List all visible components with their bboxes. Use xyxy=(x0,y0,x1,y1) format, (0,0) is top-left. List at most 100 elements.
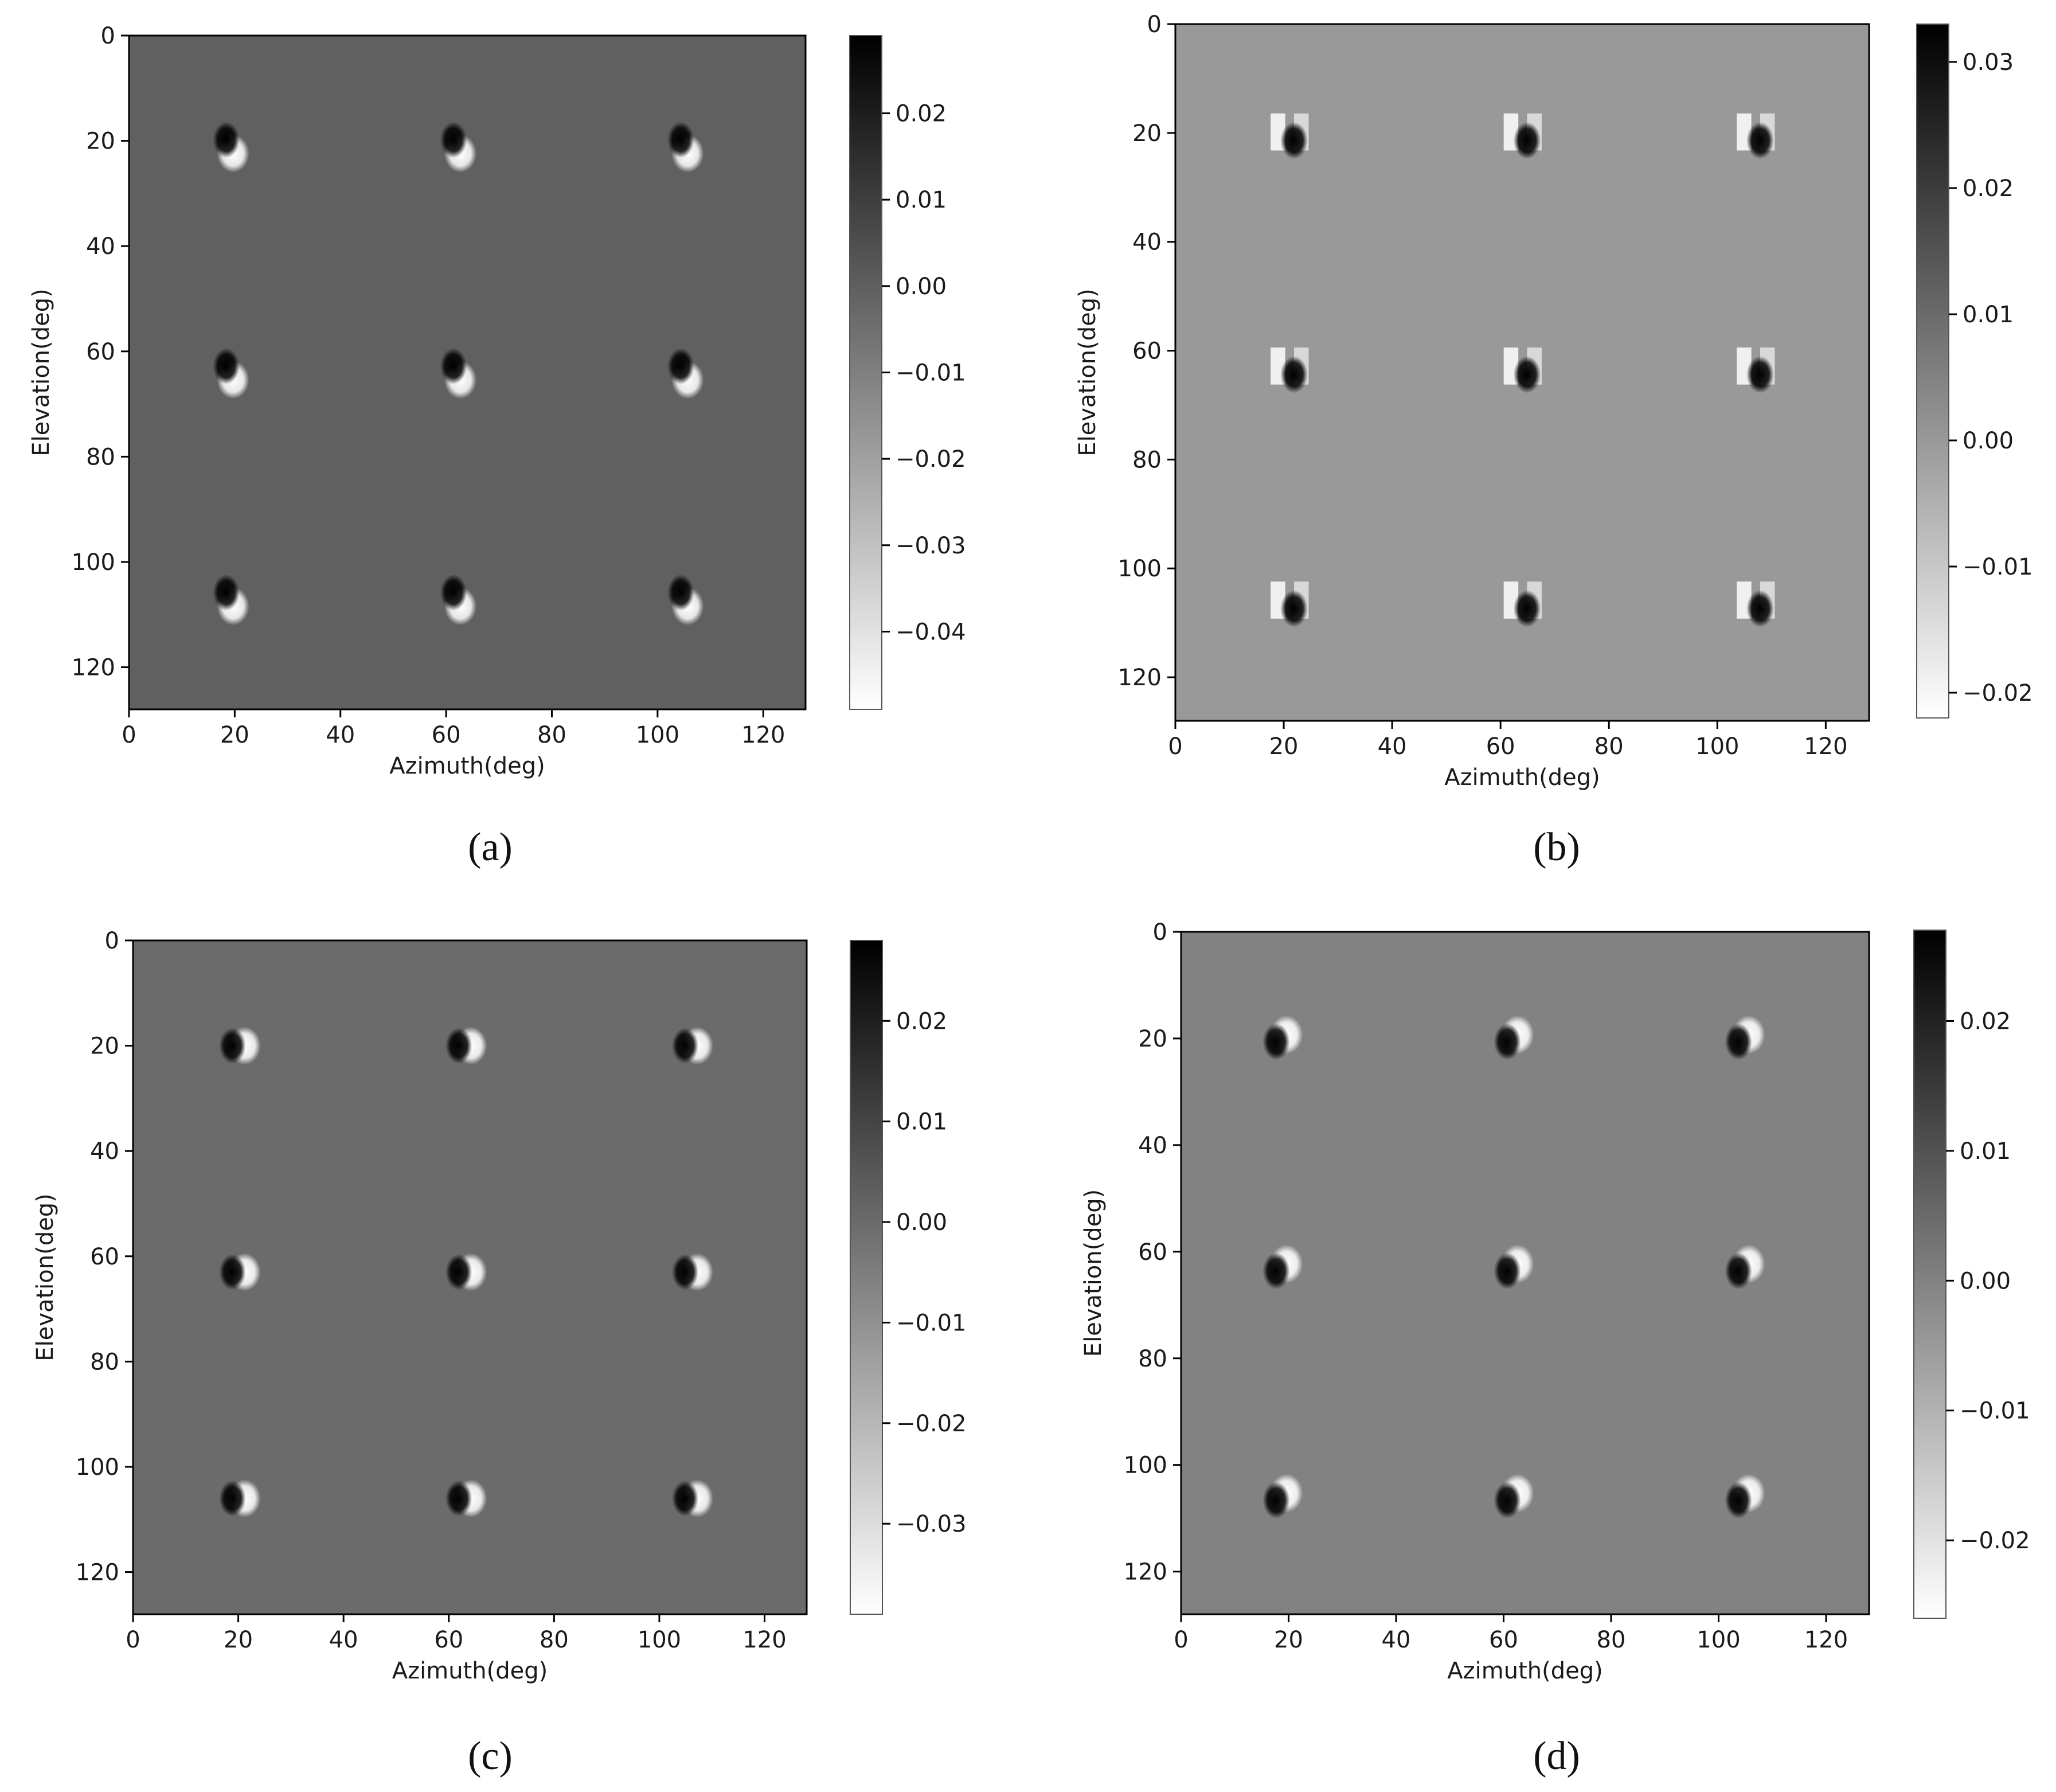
panel-3: 0 20 40 60 80 100 120 0 20 40 60 80 100 120 Azimuth(de… xyxy=(32,928,967,1778)
y-tick-label: 100 xyxy=(76,1454,119,1481)
x-tick-label: 120 xyxy=(742,1627,786,1653)
x-tick-label: 120 xyxy=(741,722,785,748)
source-blob xyxy=(1262,1015,1303,1060)
source-dark-lobe xyxy=(445,1480,472,1517)
colorbar xyxy=(849,35,882,710)
source-blob xyxy=(213,348,249,399)
source-blob xyxy=(1503,581,1542,627)
x-axis-label: Azimuth(deg) xyxy=(392,1658,548,1684)
colorbar-tick-label: −0.02 xyxy=(896,446,966,473)
x-tick-label: 120 xyxy=(1804,733,1847,760)
source-blob xyxy=(1503,113,1542,159)
source-dark-lobe xyxy=(213,122,240,158)
x-tick-label: 60 xyxy=(1486,733,1515,760)
source-dark-lobe xyxy=(440,348,467,384)
x-tick-label: 100 xyxy=(638,1627,681,1653)
y-tick-label: 120 xyxy=(1118,665,1162,691)
x-tick-label: 80 xyxy=(540,1627,569,1653)
source-dark-lobe xyxy=(1494,1252,1521,1290)
source-dark-lobe xyxy=(219,1028,246,1064)
source-blob xyxy=(1262,1474,1303,1519)
x-tick-label: 80 xyxy=(537,722,566,748)
source-blob xyxy=(1725,1474,1765,1519)
source-dark-lobe xyxy=(667,348,694,384)
colorbar-tick-label: 0.02 xyxy=(1963,175,2014,202)
x-tick-label: 60 xyxy=(434,1627,463,1653)
source-blob xyxy=(445,1479,487,1518)
source-blob xyxy=(1725,1015,1765,1060)
panel-caption: (a) xyxy=(468,825,513,869)
colorbar-tick-label: 0.00 xyxy=(1960,1268,2011,1294)
source-dark-lobe xyxy=(1725,1252,1752,1290)
y-tick-label: 120 xyxy=(76,1560,119,1586)
y-tick-label: 80 xyxy=(86,444,115,470)
source-blob xyxy=(1737,113,1775,159)
colorbar-tick-label: 0.00 xyxy=(896,274,947,300)
source-blob xyxy=(1271,113,1309,159)
source-blob xyxy=(1262,1244,1303,1290)
source-dark-lobe xyxy=(1746,122,1774,159)
colorbar-tick-label: −0.01 xyxy=(1963,554,2033,580)
x-tick-label: 100 xyxy=(636,722,679,748)
y-tick-label: 60 xyxy=(1138,1239,1167,1266)
source-dark-lobe xyxy=(1725,1023,1752,1060)
panel-caption: (b) xyxy=(1533,825,1580,869)
source-dark-lobe xyxy=(445,1254,472,1290)
source-dark-lobe xyxy=(1513,590,1541,627)
source-blob xyxy=(671,1479,714,1518)
source-blob xyxy=(219,1026,261,1065)
source-dark-lobe xyxy=(440,122,467,158)
axes-frame xyxy=(1174,23,1870,722)
source-blob xyxy=(445,1253,487,1291)
panel-caption: (c) xyxy=(468,1734,513,1778)
x-tick-label: 0 xyxy=(1174,1627,1188,1653)
y-tick-label: 20 xyxy=(90,1033,119,1060)
x-tick-label: 0 xyxy=(122,722,136,748)
y-tick-label: 60 xyxy=(86,339,115,365)
axes-frame xyxy=(132,939,808,1615)
colorbar-tick-label: −0.01 xyxy=(1960,1398,2030,1424)
colorbar xyxy=(1913,930,1946,1619)
source-blob xyxy=(1494,1015,1534,1060)
colorbar-tick-label: −0.01 xyxy=(896,1310,967,1336)
y-tick-label: 80 xyxy=(1138,1346,1167,1372)
panel-4: 0 20 40 60 80 100 120 0 20 40 60 80 100 120 Azimuth(de… xyxy=(1080,919,2030,1778)
colorbar-tick-label: −0.02 xyxy=(1960,1528,2030,1554)
source-dark-lobe xyxy=(1262,1482,1290,1519)
y-axis-label: Elevation(deg) xyxy=(32,1193,58,1361)
y-tick-label: 80 xyxy=(1132,447,1162,473)
y-axis-label: Elevation(deg) xyxy=(1080,1189,1107,1357)
axes-frame xyxy=(1180,931,1870,1615)
source-dark-lobe xyxy=(671,1028,699,1064)
source-blob xyxy=(219,1479,261,1518)
x-axis-label: Azimuth(deg) xyxy=(1447,1658,1602,1684)
colorbar-tick-label: 0.00 xyxy=(896,1209,947,1236)
colorbar-tick-label: −0.04 xyxy=(896,619,966,645)
source-dark-lobe xyxy=(1746,590,1774,627)
source-dark-lobe xyxy=(213,348,240,384)
source-dark-lobe xyxy=(1513,356,1541,393)
source-blob xyxy=(671,1026,714,1065)
colorbar-tick-label: 0.03 xyxy=(1963,49,2014,76)
x-axis-label: Azimuth(deg) xyxy=(389,753,545,779)
source-dark-lobe xyxy=(1725,1482,1752,1519)
colorbar-tick-label: −0.01 xyxy=(896,360,966,386)
source-blob xyxy=(1494,1244,1534,1290)
x-tick-label: 0 xyxy=(1168,733,1182,760)
panel-caption: (d) xyxy=(1533,1734,1580,1778)
y-axis-label: Elevation(deg) xyxy=(28,288,54,456)
y-tick-label: 120 xyxy=(1124,1559,1167,1586)
y-tick-label: 20 xyxy=(1132,120,1162,147)
source-dark-lobe xyxy=(1494,1023,1521,1060)
panel-2: 0 20 40 60 80 100 120 0 20 40 60 80 100 120 Azimuth(de… xyxy=(1074,11,2033,869)
colorbar-tick-label: −0.03 xyxy=(896,533,966,559)
source-dark-lobe xyxy=(213,574,240,611)
y-tick-label: 0 xyxy=(1147,11,1162,38)
source-dark-lobe xyxy=(219,1480,246,1517)
source-blob xyxy=(667,122,704,173)
source-blob xyxy=(1503,347,1542,393)
x-tick-label: 20 xyxy=(220,722,249,748)
source-blob xyxy=(1737,347,1775,393)
x-tick-label: 20 xyxy=(224,1627,253,1653)
x-tick-label: 40 xyxy=(1378,733,1407,760)
